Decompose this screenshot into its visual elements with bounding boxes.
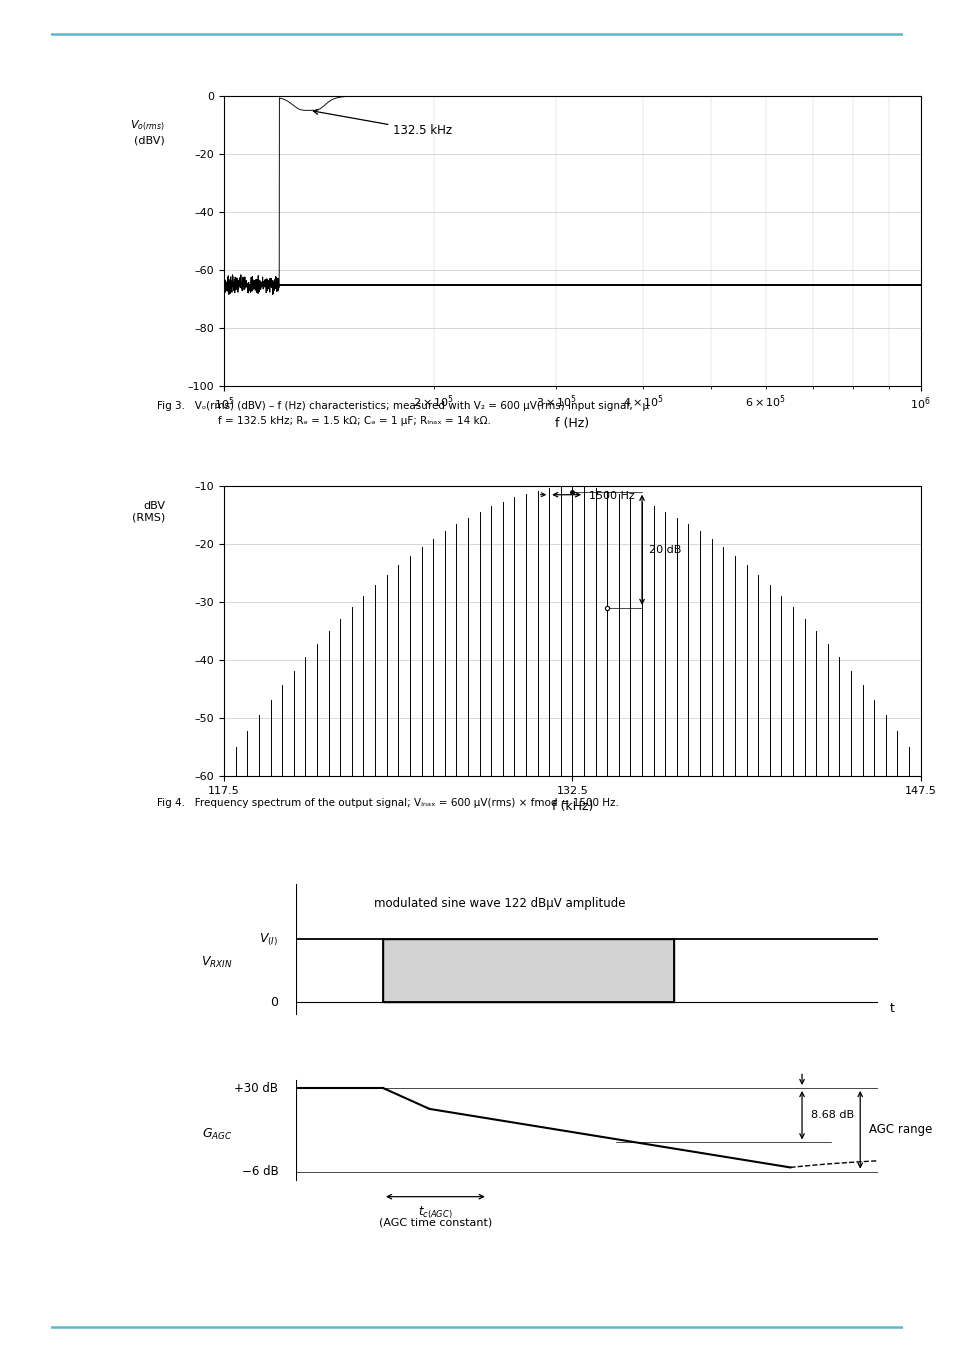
Text: t: t bbox=[888, 1002, 893, 1015]
Text: 20 dB: 20 dB bbox=[648, 545, 680, 555]
Text: AGC range: AGC range bbox=[868, 1123, 931, 1137]
Text: $G_{AGC}$: $G_{AGC}$ bbox=[202, 1126, 233, 1142]
Text: Fig 3.   Vₒ(rms) (dBV) – f (Hz) characteristics; measured with V₂ = 600 μV(rms) : Fig 3. Vₒ(rms) (dBV) – f (Hz) characteri… bbox=[157, 401, 649, 410]
Text: −6 dB: −6 dB bbox=[241, 1165, 278, 1179]
Text: $V_{RXIN}$: $V_{RXIN}$ bbox=[201, 954, 233, 971]
Text: 0: 0 bbox=[270, 996, 278, 1008]
Text: Fig 4.   Frequency spectrum of the output signal; Vₗₙₐₓ = 600 μV(rms) × fmod = 1: Fig 4. Frequency spectrum of the output … bbox=[157, 798, 618, 807]
Text: 8.68 dB: 8.68 dB bbox=[810, 1110, 853, 1120]
X-axis label: f (kHz): f (kHz) bbox=[551, 801, 593, 813]
X-axis label: f (Hz): f (Hz) bbox=[555, 417, 589, 429]
Text: modulated sine wave 122 dBμV amplitude: modulated sine wave 122 dBμV amplitude bbox=[374, 898, 624, 910]
Text: (AGC time constant): (AGC time constant) bbox=[378, 1218, 492, 1227]
Text: 132.5 kHz: 132.5 kHz bbox=[314, 109, 452, 138]
Y-axis label: dBV
(RMS): dBV (RMS) bbox=[132, 501, 165, 522]
Text: $V_{(I)}$: $V_{(I)}$ bbox=[259, 931, 278, 948]
Bar bbox=[382, 940, 673, 1002]
Text: f = 132.5 kHz; Rₔ = 1.5 kΩ; Cₔ = 1 μF; Rₗₙₐₓ = 14 kΩ.: f = 132.5 kHz; Rₔ = 1.5 kΩ; Cₔ = 1 μF; R… bbox=[217, 416, 490, 425]
Text: 1500 Hz: 1500 Hz bbox=[588, 491, 634, 501]
Y-axis label: $V_{o(rms)}$
(dBV): $V_{o(rms)}$ (dBV) bbox=[131, 119, 165, 144]
Text: +30 dB: +30 dB bbox=[234, 1081, 278, 1095]
Text: $t_{c(AGC)}$: $t_{c(AGC)}$ bbox=[417, 1206, 453, 1222]
